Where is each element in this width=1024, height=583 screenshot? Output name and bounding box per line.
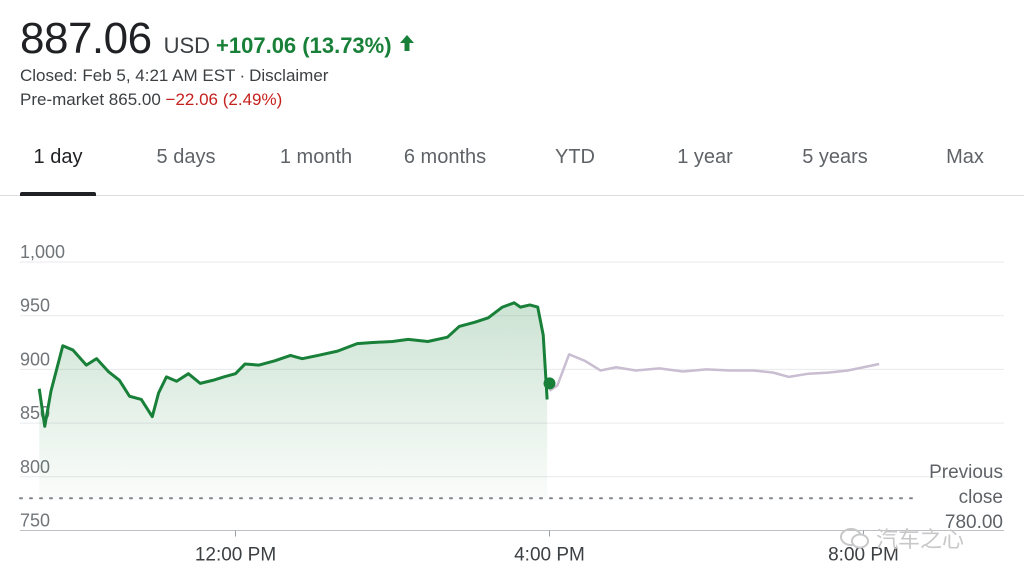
- premarket-change: −22.06 (2.49%): [165, 90, 283, 109]
- x-tick-label: 8:00 PM: [828, 545, 899, 566]
- series-line-after-hours: [548, 353, 880, 392]
- tab-1-day[interactable]: 1 day: [20, 128, 96, 196]
- y-tick-label: 750: [20, 511, 50, 531]
- x-tick-label: 4:00 PM: [514, 545, 585, 566]
- disclaimer-link[interactable]: Disclaimer: [249, 66, 329, 85]
- price-area-fill: [39, 302, 548, 499]
- tab-1-year[interactable]: 1 year: [677, 146, 733, 168]
- price-row: 887.06 USD +107.06 (13.73%): [20, 14, 416, 64]
- tab-max[interactable]: Max: [946, 146, 984, 168]
- tab-1-month[interactable]: 1 month: [279, 146, 353, 168]
- premarket-price: Pre-market 865.00: [20, 90, 161, 109]
- watermark: 汽车之心: [840, 522, 1000, 552]
- previous-close-label: Previous close 780.00: [929, 462, 1003, 533]
- tab-5-years[interactable]: 5 years: [802, 146, 868, 168]
- wechat-icon: [840, 528, 869, 549]
- previous-close-label-line2: close: [959, 487, 1003, 508]
- status-text: Closed: Feb 5, 4:21 AM EST: [20, 66, 236, 85]
- previous-close-label-line1: Previous: [929, 462, 1003, 483]
- tab-5-days[interactable]: 5 days: [156, 146, 216, 168]
- x-tick-label: 12:00 PM: [195, 545, 276, 566]
- series-line-regular: [37, 301, 549, 428]
- tab-ytd[interactable]: YTD: [555, 146, 595, 168]
- market-status: Closed: Feb 5, 4:21 AM EST · Disclaimer: [20, 64, 416, 88]
- arrow-up-icon: [399, 35, 414, 51]
- watermark-text: 汽车之心: [876, 527, 965, 552]
- currency-label: USD: [163, 33, 211, 58]
- price-change: +107.06 (13.73%): [216, 33, 392, 58]
- y-tick-label: 950: [20, 296, 50, 316]
- current-price: 887.06: [20, 14, 152, 63]
- previous-close-value: 780.00: [945, 512, 1003, 533]
- separator: ·: [239, 66, 246, 85]
- range-tabs: 1 day 5 days 1 month 6 months YTD 1 year…: [0, 128, 1024, 196]
- tab-6-months[interactable]: 6 months: [403, 146, 487, 168]
- x-axis: 12:00 PM 4:00 PM 8:00 PM: [195, 530, 899, 566]
- y-tick-label: 1,000: [20, 242, 65, 262]
- premarket-row: Pre-market 865.00 −22.06 (2.49%): [20, 88, 416, 112]
- quote-header: 887.06 USD +107.06 (13.73%) Closed: Feb …: [20, 14, 416, 112]
- y-tick-label: 900: [20, 349, 50, 369]
- last-price-dot: [543, 377, 556, 390]
